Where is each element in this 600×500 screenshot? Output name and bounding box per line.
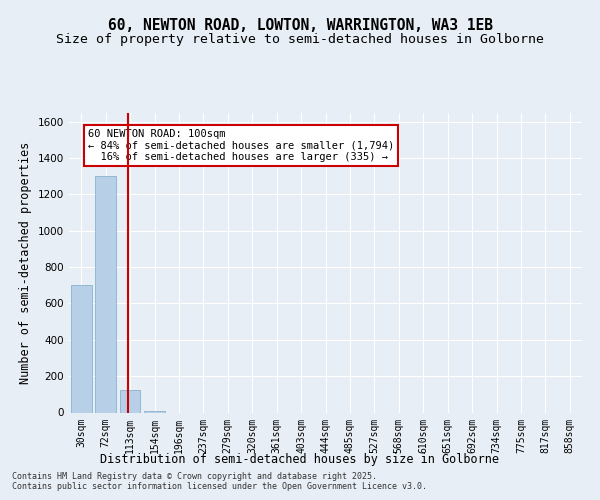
Bar	[71, 285, 92, 412]
Text: 60, NEWTON ROAD, LOWTON, WARRINGTON, WA3 1EB: 60, NEWTON ROAD, LOWTON, WARRINGTON, WA3…	[107, 18, 493, 32]
Text: 60 NEWTON ROAD: 100sqm
← 84% of semi-detached houses are smaller (1,794)
  16% o: 60 NEWTON ROAD: 100sqm ← 84% of semi-det…	[88, 129, 394, 162]
Text: Contains HM Land Registry data © Crown copyright and database right 2025.: Contains HM Land Registry data © Crown c…	[12, 472, 377, 481]
Text: Distribution of semi-detached houses by size in Golborne: Distribution of semi-detached houses by …	[101, 452, 499, 466]
Bar	[119, 390, 140, 412]
Text: Size of property relative to semi-detached houses in Golborne: Size of property relative to semi-detach…	[56, 32, 544, 46]
Text: Contains public sector information licensed under the Open Government Licence v3: Contains public sector information licen…	[12, 482, 427, 491]
Bar	[144, 410, 165, 412]
Bar	[95, 176, 116, 412]
Y-axis label: Number of semi-detached properties: Number of semi-detached properties	[19, 142, 32, 384]
